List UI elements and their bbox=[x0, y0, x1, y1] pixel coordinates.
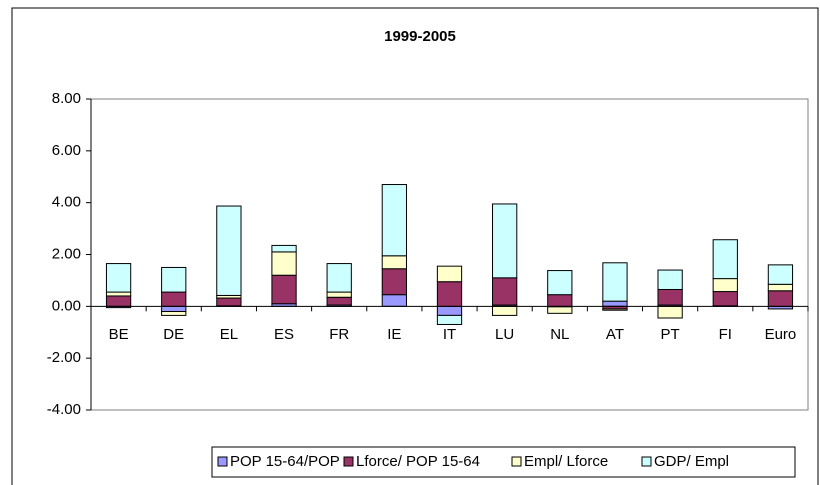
bar-segment bbox=[216, 205, 242, 296]
x-tick-label: AT bbox=[606, 326, 624, 343]
bar-segment bbox=[767, 290, 794, 307]
x-tick-label: BE bbox=[109, 326, 129, 343]
x-tick-label: EL bbox=[220, 326, 238, 343]
bar-segment bbox=[105, 263, 132, 293]
bar-segment bbox=[326, 291, 352, 298]
bar-segment bbox=[381, 294, 407, 307]
bar-segment bbox=[712, 278, 738, 293]
x-tick-label: NL bbox=[550, 326, 569, 343]
bar-segment bbox=[602, 300, 628, 307]
legend-swatch bbox=[217, 456, 228, 467]
x-tick-label: FR bbox=[329, 326, 349, 343]
plot-area bbox=[90, 98, 809, 411]
bar-segment bbox=[105, 291, 132, 297]
legend-swatch bbox=[641, 456, 652, 467]
bar-segment bbox=[657, 288, 683, 306]
bar-segment bbox=[161, 311, 187, 316]
chart-title: 1999-2005 bbox=[384, 28, 456, 45]
y-tick-label: 8.00 bbox=[52, 90, 81, 107]
bar-segment bbox=[436, 281, 463, 307]
x-tick-label: IE bbox=[387, 326, 401, 343]
legend-label: GDP/ Empl bbox=[654, 453, 729, 470]
bar-segment bbox=[712, 239, 738, 280]
bar-segment bbox=[712, 291, 738, 307]
legend bbox=[211, 446, 796, 478]
bar-segment bbox=[547, 294, 573, 307]
legend-label: Lforce/ POP 15-64 bbox=[356, 453, 480, 470]
bar-segment bbox=[326, 263, 352, 293]
x-tick-label: LU bbox=[495, 326, 514, 343]
legend-label: POP 15-64/POP bbox=[230, 453, 340, 470]
bar-segment bbox=[767, 283, 794, 292]
bar-segment bbox=[161, 291, 187, 307]
bar-segment bbox=[381, 268, 407, 296]
bar-segment bbox=[271, 244, 297, 253]
y-tick-label: 0.00 bbox=[52, 297, 81, 314]
y-tick-label: -2.00 bbox=[47, 349, 81, 366]
legend-swatch bbox=[343, 456, 354, 467]
bar-segment bbox=[602, 262, 628, 302]
bar-segment bbox=[381, 255, 407, 270]
bar-segment bbox=[216, 297, 242, 307]
y-tick-label: 6.00 bbox=[52, 142, 81, 159]
x-tick-label: IT bbox=[443, 326, 456, 343]
legend-swatch bbox=[511, 456, 522, 467]
bar-segment bbox=[271, 251, 297, 276]
bar-segment bbox=[105, 295, 132, 307]
bar-segment bbox=[547, 306, 573, 314]
bar-segment bbox=[436, 305, 463, 316]
bar-segment bbox=[381, 184, 407, 257]
bar-segment bbox=[161, 305, 187, 313]
x-tick-label: ES bbox=[274, 326, 294, 343]
chart-border bbox=[11, 7, 819, 485]
x-tick-label: PT bbox=[661, 326, 680, 343]
x-tick-label: DE bbox=[163, 326, 184, 343]
y-tick-label: -4.00 bbox=[47, 401, 81, 418]
x-tick-label: Euro bbox=[765, 326, 797, 343]
bar-segment bbox=[436, 265, 463, 283]
bar-segment bbox=[492, 203, 518, 279]
y-tick-label: 2.00 bbox=[52, 245, 81, 262]
bar-segment bbox=[492, 305, 518, 316]
bar-segment bbox=[767, 264, 794, 285]
bar-segment bbox=[271, 274, 297, 305]
bar-segment bbox=[326, 296, 352, 306]
bar-segment bbox=[602, 308, 628, 311]
bar-segment bbox=[436, 314, 463, 325]
legend-label: Empl/ Lforce bbox=[524, 453, 608, 470]
bar-segment bbox=[547, 270, 573, 296]
bar-segment bbox=[492, 277, 518, 306]
bar-segment bbox=[657, 269, 683, 290]
bar-segment bbox=[161, 266, 187, 293]
y-tick-label: 4.00 bbox=[52, 194, 81, 211]
x-tick-label: FI bbox=[719, 326, 732, 343]
bar-segment bbox=[657, 305, 683, 319]
